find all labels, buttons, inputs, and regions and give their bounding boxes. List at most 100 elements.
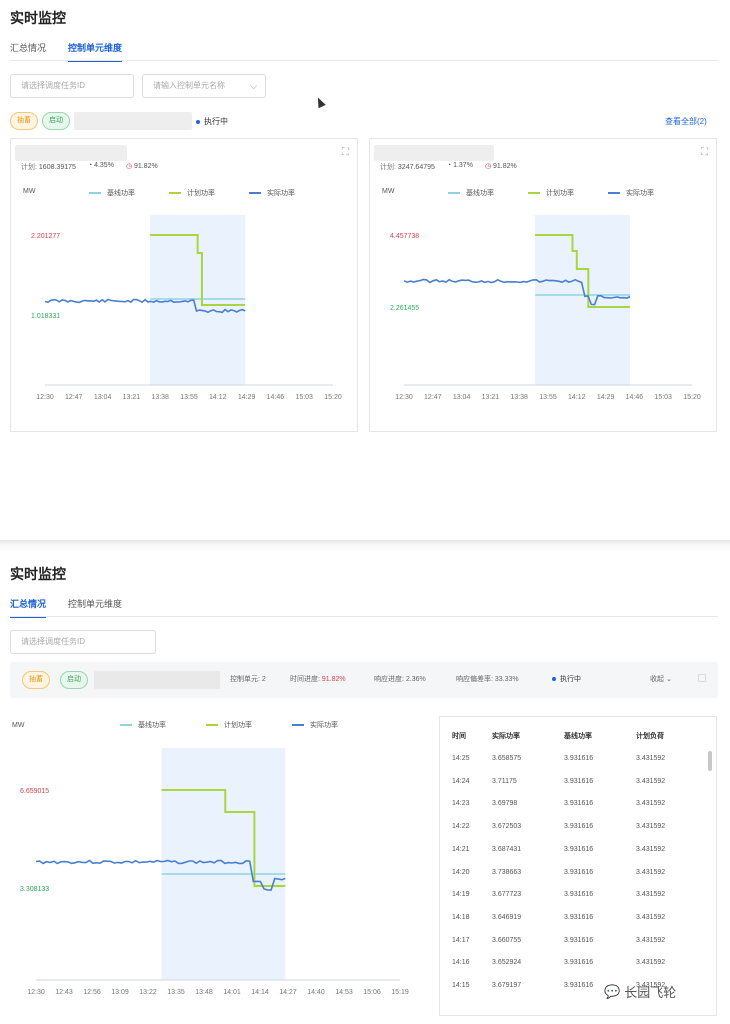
collapse-select[interactable]: 收起 ⌄	[650, 676, 672, 683]
legend-actual: 实际功率	[292, 720, 338, 730]
x-tick-label: 13:38	[510, 394, 528, 401]
unit-card-2: ⛶ 计划: 3247.64795 ◔ 1.37% ◷ 91.82% MW 基线功…	[369, 138, 717, 432]
table-cell: 14:17	[452, 936, 470, 944]
table-cell: 3.931616	[564, 755, 594, 762]
x-tick-label: 13:38	[151, 394, 169, 401]
table-cell: 3.431592	[636, 959, 666, 967]
status-text: 执行中	[560, 676, 581, 683]
table-cell: 14:18	[452, 913, 470, 921]
x-tick-label: 14:53	[335, 989, 353, 996]
table-cell: 14:21	[452, 845, 470, 853]
time-progress: 时间进度: 91.82%	[290, 676, 346, 683]
y-unit-label: MW	[23, 188, 36, 195]
monitor-panel-unit-view: 实时监控 汇总情况 控制单元维度 请选择调度任务ID 请输入控制单元名称 ⌵ 抽…	[10, 10, 718, 432]
response-progress: 响应进度: 2.36%	[374, 676, 426, 683]
x-tick-label: 14:14	[251, 989, 269, 996]
page-title: 实时监控	[10, 10, 66, 26]
expand-icon[interactable]: ⛶	[701, 147, 708, 158]
actual-series	[35, 859, 286, 891]
table-cell: 3.931616	[564, 800, 594, 808]
type-tag: 抽蓄	[10, 112, 38, 130]
x-tick-label: 13:35	[167, 989, 185, 996]
table-cell: 14:16	[452, 959, 470, 967]
status-dot-icon	[552, 677, 556, 681]
summary-bar: 抽蓄 启动 控制单元: 2 时间进度: 91.82% 响应进度: 2.36% 响…	[10, 662, 718, 698]
status-indicator: 执行中	[552, 674, 581, 684]
state-tag: 启动	[42, 112, 70, 130]
x-tick-label: 15:19	[391, 989, 409, 996]
x-tick-label: 13:09	[111, 989, 129, 996]
table-cell: 3.679197	[492, 982, 522, 989]
table-cell: 3.431592	[636, 868, 666, 876]
table-row: 14:19 3.677723 3.931616 3.431592	[452, 891, 708, 898]
x-tick-label: 14:29	[238, 394, 256, 401]
unit-name-redacted	[374, 145, 494, 161]
actual-series	[44, 298, 246, 314]
min-value-label: 3.308133	[20, 886, 49, 893]
max-value-label: 4.457738	[390, 233, 419, 240]
status-text: 执行中	[204, 117, 228, 126]
screenshot-separator	[0, 540, 730, 552]
x-tick-label: 13:55	[539, 394, 557, 401]
tab-unit-dimension[interactable]: 控制单元维度	[68, 41, 123, 62]
max-value-label: 2.201277	[31, 233, 60, 240]
x-tick-label: 13:21	[482, 394, 500, 401]
unit-name-select[interactable]: 请输入控制单元名称 ⌵	[142, 74, 266, 98]
table-cell: 14:19	[452, 891, 470, 899]
table-cell: 3.71175	[492, 777, 517, 785]
tab-bar: 汇总情况 控制单元维度	[10, 597, 122, 618]
settings-icon[interactable]	[698, 674, 706, 682]
legend-plan: 计划功率	[169, 188, 215, 198]
table-cell: 3.431592	[636, 936, 666, 944]
table-cell: 14:23	[452, 800, 470, 808]
x-tick-label: 15:20	[683, 394, 701, 401]
task-id-input[interactable]: 请选择调度任务ID	[10, 630, 156, 654]
time-stat: ◷ 91.82%	[125, 163, 158, 170]
x-tick-label: 14:40	[307, 989, 325, 996]
table-cell: 3.672503	[492, 823, 522, 831]
table-cell: 3.931616	[564, 868, 594, 876]
table-row: 14:16 3.652924 3.931616 3.431592	[452, 959, 708, 966]
legend-baseline: 基线功率	[120, 720, 166, 730]
task-id-input[interactable]: 请选择调度任务ID	[10, 74, 134, 98]
response-stat: ◔ 1.37%	[446, 162, 473, 169]
table-row: 14:25 3.658575 3.931616 3.431592	[452, 755, 708, 762]
table-cell: 3.931616	[564, 936, 594, 944]
task-name-redacted	[74, 112, 192, 130]
type-tag: 抽蓄	[22, 671, 50, 689]
card-stats: 计划: 1608.39175 ◔ 4.35% ◷ 91.82%	[21, 162, 158, 172]
tab-summary[interactable]: 汇总情况	[10, 43, 47, 53]
y-unit-label: MW	[382, 188, 395, 195]
x-tick-label: 14:12	[568, 394, 586, 401]
x-tick-label: 12:43	[55, 989, 73, 996]
x-tick-label: 14:27	[279, 989, 297, 996]
status-indicator: 执行中	[196, 116, 228, 127]
x-tick-label: 12:47	[65, 394, 83, 401]
x-tick-label: 13:21	[123, 394, 141, 401]
actual-series	[403, 278, 631, 306]
plan-stat: 计划: 3247.64795	[380, 164, 435, 171]
table-cell: 3.431592	[636, 913, 666, 921]
table-cell: 3.646919	[492, 913, 522, 921]
view-all-link[interactable]: 查看全部(2)	[665, 117, 707, 126]
tab-summary[interactable]: 汇总情况	[10, 597, 47, 618]
power-chart: 12:30 12:47 13:04 13:21 13:38 13:55 14:12 14:29…	[31, 215, 342, 401]
table-row: 14:15 3.679197 3.931616 3.431592	[452, 982, 708, 989]
plan-series	[535, 234, 631, 308]
expand-icon[interactable]: ⛶	[342, 147, 349, 158]
chart-legend: 基线功率 计划功率 实际功率	[448, 188, 654, 198]
legend-actual: 实际功率	[249, 188, 295, 198]
table-cell: 14:20	[452, 868, 470, 876]
table-scrollbar[interactable]	[708, 751, 712, 771]
table-cell: 3.687431	[492, 845, 522, 853]
page-title: 实时监控	[10, 566, 66, 582]
monitor-panel-summary-view: 实时监控 汇总情况 控制单元维度 请选择调度任务ID 抽蓄 启动 控制单元: 2…	[0, 552, 730, 1024]
table-cell: 3.931616	[564, 891, 594, 899]
x-tick-label: 15:03	[654, 394, 672, 401]
time-stat: ◷ 91.82%	[484, 163, 517, 170]
unit-select-placeholder: 请输入控制单元名称	[153, 81, 225, 90]
table-row: 14:18 3.646919 3.931616 3.431592	[452, 914, 708, 921]
deviation-rate: 响应偏差率: 33.33%	[456, 676, 519, 683]
x-tick-label: 12:30	[36, 394, 54, 401]
tab-unit-dimension[interactable]: 控制单元维度	[68, 599, 123, 609]
